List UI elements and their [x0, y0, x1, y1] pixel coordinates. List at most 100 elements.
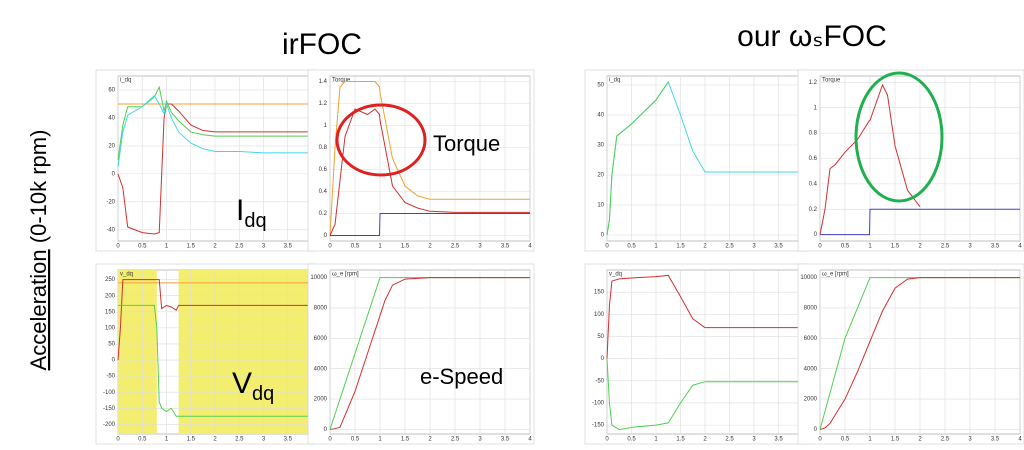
y-tick-label: 100: [105, 325, 116, 331]
x-tick-label: 2.5: [451, 437, 460, 443]
x-tick-label: 2.5: [941, 244, 950, 250]
series-line: [117, 85, 312, 160]
y-tick-label: -50: [106, 374, 115, 380]
y-tick-label: 0.2: [809, 207, 818, 213]
x-tick-label: 3: [478, 244, 482, 250]
y-tick-label: -100: [103, 390, 116, 396]
series-line: [606, 358, 803, 431]
y-tick-label: 0.8: [809, 131, 818, 137]
y-tick-label: 6000: [314, 336, 328, 342]
x-tick-label: 1.5: [891, 437, 900, 443]
y-tick-label: 1.2: [809, 80, 818, 86]
y-tick-label: 10000: [310, 275, 327, 281]
x-tick-label: 1: [378, 437, 382, 443]
y-tick-label: 0.2: [319, 211, 328, 217]
x-tick-label: 3: [262, 437, 266, 443]
y-tick-label: 0.6: [809, 156, 818, 162]
chart: 0 0.5 1 1.5 2 2.5 3 3.5 4 0 2000 4000 6000 8000 10000 ω…: [797, 263, 1024, 445]
y-tick-label: 8000: [314, 306, 328, 312]
y-tick-label: 30: [597, 143, 604, 149]
y-tick-label: 0: [601, 356, 605, 362]
x-tick-label: 2: [213, 437, 217, 443]
chart: 00.511.522.533.5401020304050i_dq: [584, 69, 808, 252]
x-tick-label: 3: [752, 244, 756, 250]
x-tick-label: 3: [968, 437, 972, 443]
vdq-main: V: [232, 367, 252, 400]
series-line: [606, 81, 669, 236]
x-tick-label: 3.5: [991, 437, 1000, 443]
x-tick-label: 4: [528, 437, 532, 443]
x-tick-label: 1: [654, 437, 658, 443]
chart: 0 0.5 1 1.5 2 2.5 3 3.5 4 0 0.2 0.4 0.6 0.8 1 1.2 Torque: [797, 69, 1024, 252]
y-tick-label: 0: [601, 233, 605, 239]
x-tick-label: 2: [428, 244, 432, 250]
x-tick-label: 4: [528, 244, 532, 250]
y-tick-label: 4000: [314, 366, 328, 372]
annotations: Idq Torque Vdq e-Speed: [232, 71, 944, 405]
y-tick-label: 1.4: [319, 79, 328, 85]
series-line: [330, 213, 530, 236]
y-tick-label: 20: [108, 143, 115, 149]
y-tick-label: -50: [595, 378, 604, 384]
x-tick-label: 0: [605, 244, 609, 250]
x-tick-label: 1.5: [676, 437, 685, 443]
y-tick-label: 100: [594, 312, 605, 318]
y-axis-label: i_dq: [609, 78, 620, 84]
x-tick-label: 0: [116, 244, 120, 250]
highlight-span: [178, 270, 312, 434]
y-axis-label: Torque: [332, 78, 351, 84]
series-line: [820, 208, 1020, 236]
x-tick-label: 0: [818, 244, 822, 250]
x-tick-label: 2.5: [235, 437, 244, 443]
x-tick-label: 2: [918, 437, 922, 443]
y-tick-label: -100: [592, 401, 605, 407]
x-tick-label: 0.5: [138, 437, 147, 443]
idq-main: I: [236, 194, 244, 227]
x-tick-label: 1.5: [401, 244, 410, 250]
y-tick-label: 60: [108, 88, 115, 94]
x-tick-label: 0: [328, 437, 332, 443]
x-tick-label: 1.5: [401, 437, 410, 443]
y-tick-label: 2000: [804, 397, 818, 403]
y-tick-label: 40: [597, 113, 604, 119]
y-tick-label: -200: [103, 422, 116, 428]
y-tick-label: 1.2: [319, 101, 328, 107]
green-oval: [854, 71, 944, 203]
y-tick-label: 0.6: [319, 167, 328, 173]
x-tick-label: 0.5: [841, 437, 850, 443]
y-axis-label: v_dq: [609, 272, 622, 278]
series-line: [118, 304, 312, 417]
x-tick-label: 3.5: [774, 244, 783, 250]
y-tick-label: 0.8: [319, 145, 328, 151]
series-line: [329, 81, 530, 236]
y-tick-label: 0: [814, 427, 818, 433]
right-title: our ωₛFOC: [737, 20, 887, 53]
x-tick-label: 0.5: [138, 244, 147, 250]
series-line: [117, 103, 312, 235]
x-tick-label: 3.5: [284, 244, 293, 250]
series-line: [117, 279, 312, 361]
speed-label: e-Speed: [420, 364, 503, 389]
x-tick-label: 2.5: [235, 244, 244, 250]
vdq-label: Vdq: [232, 367, 274, 405]
y-tick-label: -150: [592, 423, 605, 429]
y-tick-label: 6000: [804, 336, 818, 342]
x-tick-label: 1: [868, 437, 872, 443]
y-axis-label: i_dq: [120, 78, 131, 84]
y-tick-label: 150: [105, 309, 116, 315]
x-tick-label: 4: [1018, 244, 1022, 250]
x-tick-label: 1.5: [891, 244, 900, 250]
series-line: [819, 277, 1020, 430]
y-tick-label: 200: [105, 293, 116, 299]
x-tick-label: 3.5: [991, 244, 1000, 250]
charts: 00.511.522.533.54-40-200204060i_dq00.511…: [95, 69, 1024, 445]
side-label-rest: (0-10k rpm): [26, 130, 51, 250]
chart: 0 0.5 1 1.5 2 2.5 3 3.5 4 0 2000 4000 6000 8000 10000 ω…: [307, 263, 535, 445]
x-tick-label: 2.5: [941, 437, 950, 443]
y-tick-label: 0.4: [809, 181, 818, 187]
y-tick-label: 50: [597, 83, 604, 89]
y-tick-label: 50: [108, 342, 115, 348]
x-tick-label: 0: [116, 437, 120, 443]
x-tick-label: 1: [378, 244, 382, 250]
